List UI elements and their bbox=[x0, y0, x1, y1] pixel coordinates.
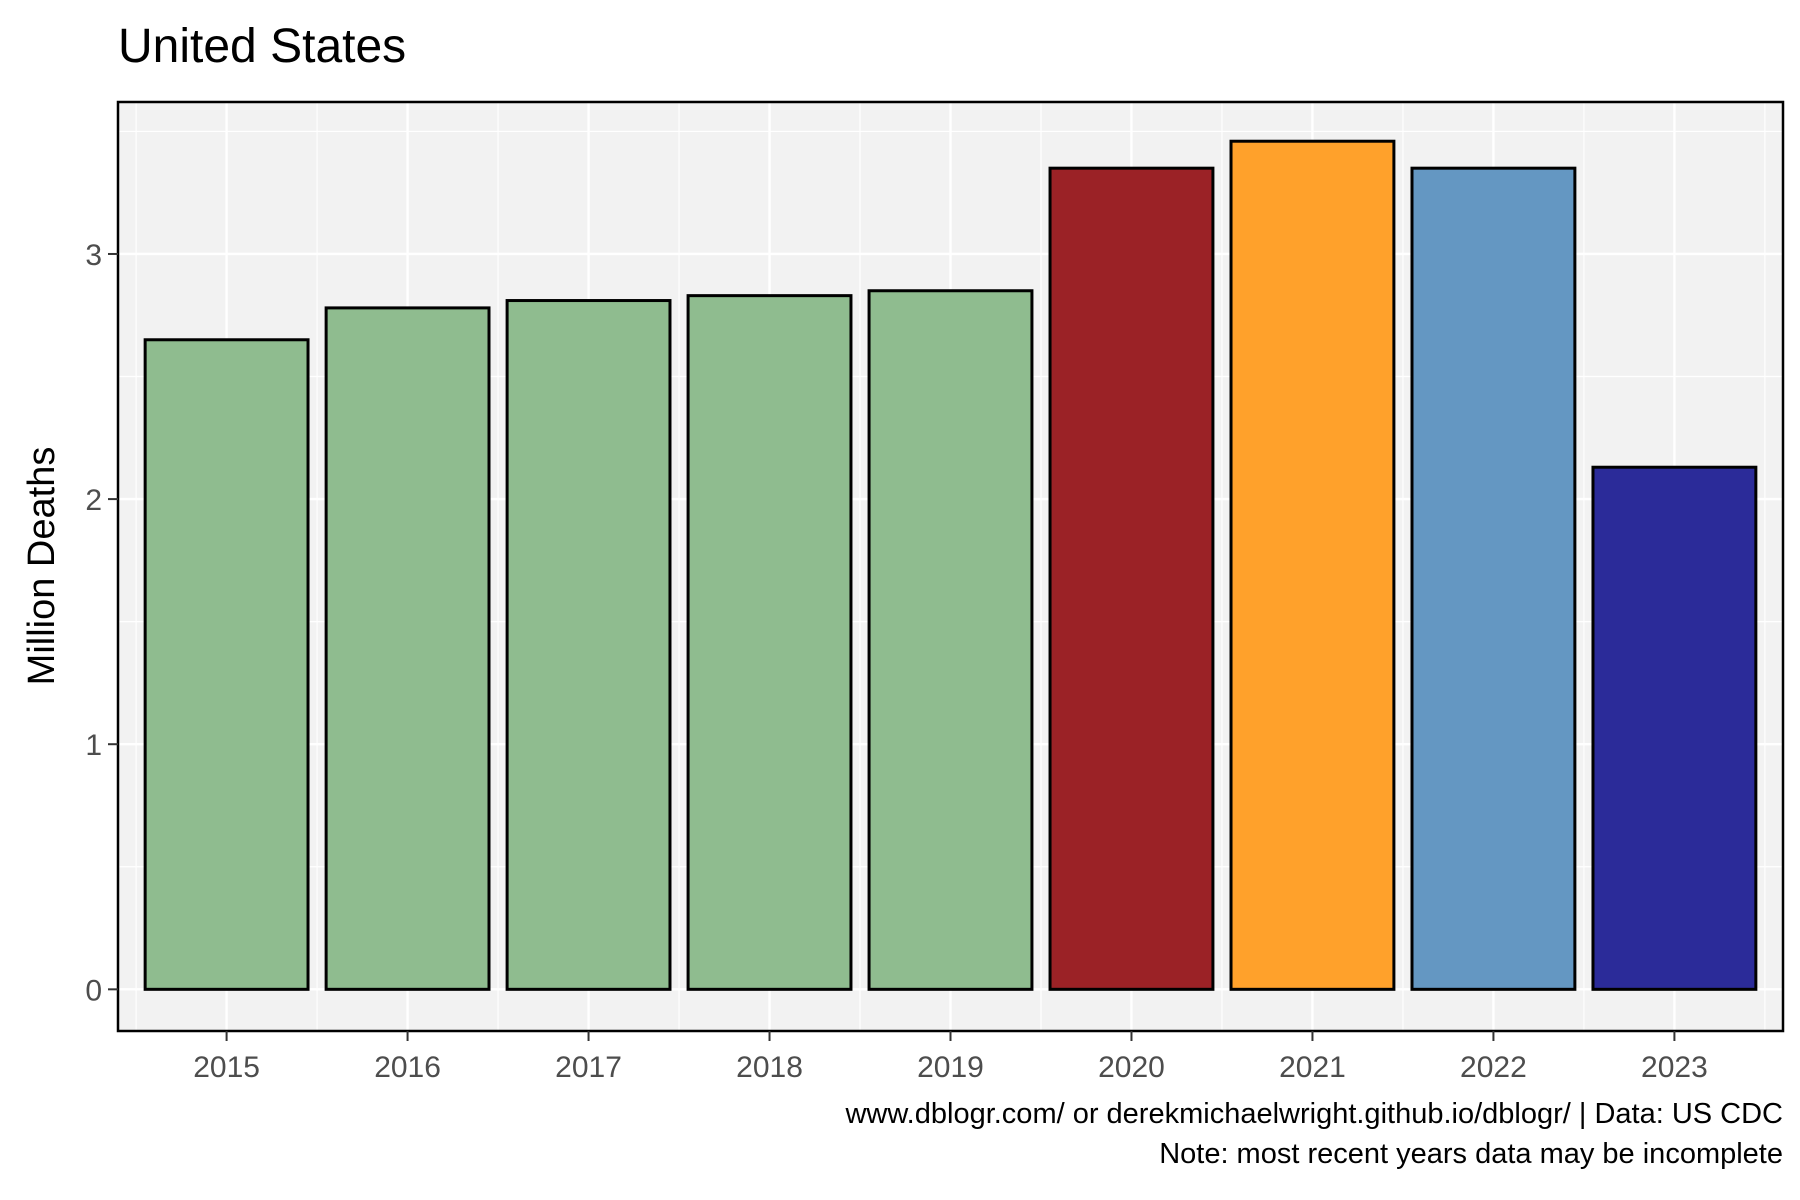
bar-2022 bbox=[1410, 166, 1577, 991]
x-axis: 2015 2016 2017 2018 2019 2020 2021 2022 2023 bbox=[193, 1031, 1708, 1084]
bars bbox=[143, 139, 1758, 991]
bar-2020 bbox=[1048, 166, 1215, 991]
bar-2015 bbox=[143, 338, 310, 991]
y-tick-label: 3 bbox=[85, 239, 102, 272]
x-tick-label: 2022 bbox=[1460, 1051, 1527, 1084]
x-tick-label: 2017 bbox=[555, 1051, 622, 1084]
chart-title: United States bbox=[118, 20, 406, 73]
y-tick-label: 2 bbox=[85, 484, 102, 517]
caption-line-1: www.dblogr.com/ or derekmichaelwright.gi… bbox=[844, 1098, 1783, 1130]
plot-panel bbox=[116, 100, 1785, 1033]
x-tick-label: 2015 bbox=[193, 1051, 260, 1084]
bar-2018 bbox=[686, 294, 853, 991]
x-tick-label: 2020 bbox=[1098, 1051, 1165, 1084]
bar-2021 bbox=[1229, 139, 1396, 991]
x-tick-label: 2021 bbox=[1279, 1051, 1346, 1084]
y-axis-label: Million Deaths bbox=[21, 447, 63, 686]
y-tick-label: 1 bbox=[85, 729, 102, 762]
x-tick-label: 2019 bbox=[917, 1051, 984, 1084]
bar-2017 bbox=[505, 299, 672, 991]
x-tick-label: 2018 bbox=[736, 1051, 803, 1084]
x-tick-label: 2023 bbox=[1641, 1051, 1708, 1084]
y-tick-label: 0 bbox=[85, 974, 102, 1007]
bar-2023 bbox=[1591, 465, 1758, 991]
bar-2019 bbox=[867, 289, 1034, 991]
y-axis: 0 1 2 3 bbox=[85, 239, 118, 1007]
caption-line-2: Note: most recent years data may be inco… bbox=[1159, 1138, 1783, 1170]
bar-2016 bbox=[324, 306, 491, 991]
x-tick-label: 2016 bbox=[374, 1051, 441, 1084]
